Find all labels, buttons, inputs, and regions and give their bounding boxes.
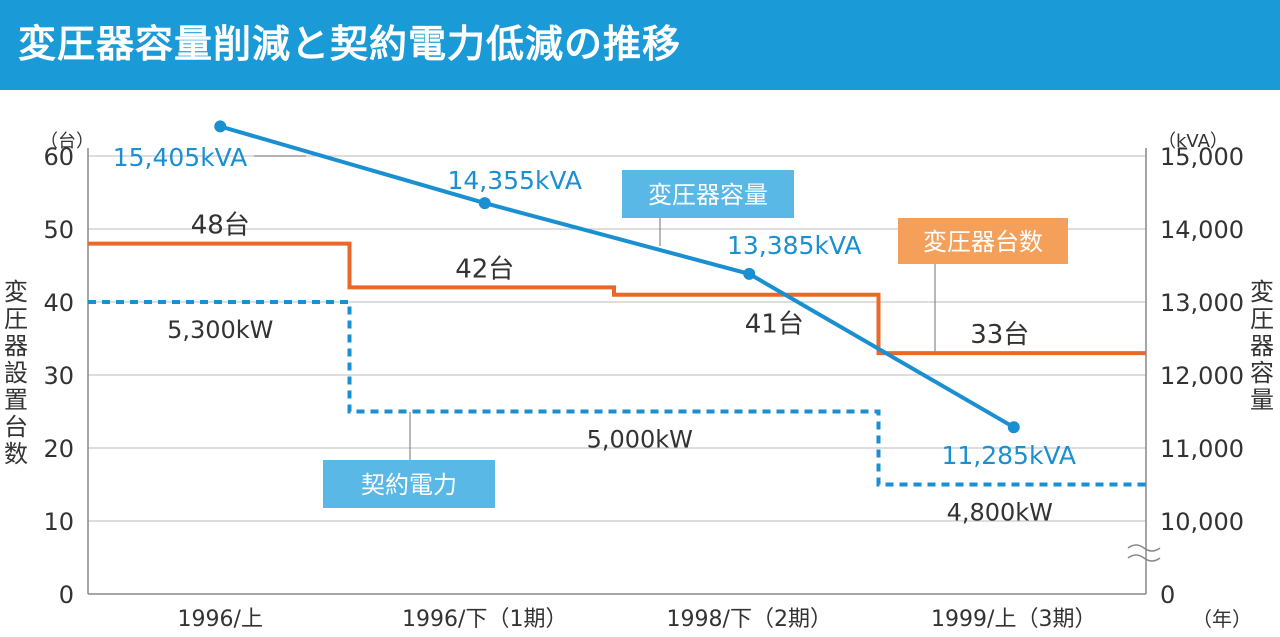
capacity-data-label: 13,385kVA bbox=[727, 231, 862, 260]
units-data-label: 42台 bbox=[455, 254, 514, 284]
capacity-point bbox=[743, 267, 756, 280]
transformer-units-line bbox=[88, 241, 1146, 356]
capacity-point bbox=[1007, 421, 1020, 434]
contract-power-line bbox=[88, 300, 1146, 487]
contract-data-label: 4,800kW bbox=[947, 499, 1053, 527]
contract-data-label: 5,000kW bbox=[587, 426, 693, 454]
left-tick-label: 20 bbox=[43, 435, 74, 463]
x-tick-label: 1999/上（3期） bbox=[931, 607, 1096, 632]
axis-break-mark bbox=[1127, 544, 1161, 552]
capacity-data-label: 11,285kVA bbox=[941, 441, 1076, 470]
capacity-point bbox=[478, 197, 491, 210]
capacity-data-label: 15,405kVA bbox=[113, 143, 248, 172]
units-data-label: 41台 bbox=[745, 310, 804, 340]
right-tick-label: 15,000 bbox=[1160, 143, 1244, 171]
page-title: 変圧器容量削減と契約電力低減の推移 bbox=[18, 22, 682, 66]
title-bar: 変圧器容量削減と契約電力低減の推移 bbox=[0, 0, 1280, 90]
left-tick-label: 50 bbox=[43, 216, 74, 244]
contract-legend-box bbox=[323, 460, 495, 508]
capacity-legend-label: 変圧器容量 bbox=[648, 181, 768, 209]
capacity-point bbox=[214, 120, 227, 133]
right-axis-unit: （kVA） bbox=[1158, 131, 1228, 152]
axis-break-mark bbox=[1127, 554, 1161, 562]
x-tick-label: 1996/上 bbox=[178, 607, 263, 632]
units-legend-label: 変圧器台数 bbox=[923, 228, 1043, 256]
left-tick-label: 30 bbox=[43, 362, 74, 390]
left-axis-title: 変圧器設置台数 bbox=[4, 278, 28, 468]
right-tick-label: 11,000 bbox=[1160, 435, 1244, 463]
left-axis-unit: （台） bbox=[40, 131, 94, 152]
x-axis-unit: （年） bbox=[1192, 607, 1252, 631]
capacity-data-label: 14,355kVA bbox=[447, 166, 582, 195]
contract-data-label: 5,300kW bbox=[167, 316, 273, 344]
right-tick-label: 13,000 bbox=[1160, 289, 1244, 317]
left-tick-label: 60 bbox=[43, 143, 74, 171]
right-tick-label: 14,000 bbox=[1160, 216, 1244, 244]
left-tick-label: 40 bbox=[43, 289, 74, 317]
units-data-label: 33台 bbox=[970, 320, 1029, 350]
right-axis-title: 変圧器容量 bbox=[1250, 278, 1274, 414]
x-tick-label: 1998/下（2期） bbox=[667, 607, 832, 632]
right-tick-label: 12,000 bbox=[1160, 362, 1244, 390]
capacity-legend-box bbox=[622, 170, 794, 218]
units-data-label: 48台 bbox=[191, 211, 250, 241]
right-tick-label: 0 bbox=[1160, 581, 1175, 609]
left-tick-label: 0 bbox=[59, 581, 74, 609]
contract-legend-label: 契約電力 bbox=[361, 471, 457, 499]
units-legend-box bbox=[898, 218, 1068, 264]
chart: 0 10 20 30 40 50 60（台） 0 10,000 11,000 12,000 13,00… bbox=[4, 120, 1274, 632]
right-tick-label: 10,000 bbox=[1160, 508, 1244, 536]
x-tick-label: 1996/下（1期） bbox=[402, 607, 567, 632]
left-tick-label: 10 bbox=[43, 508, 74, 536]
transformer-capacity-line bbox=[219, 124, 1015, 429]
